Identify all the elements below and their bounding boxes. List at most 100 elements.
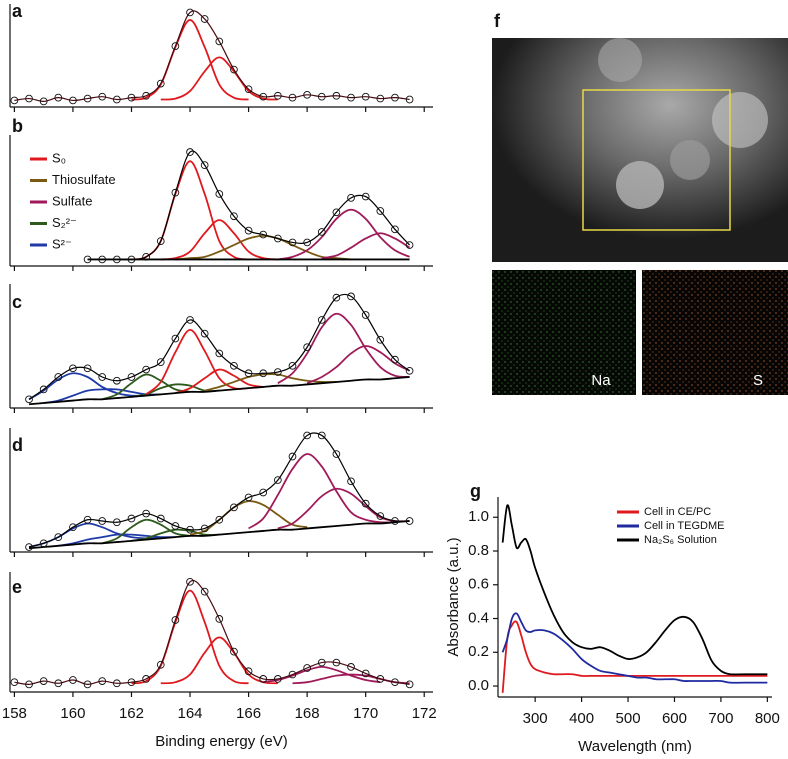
data-point	[156, 514, 165, 523]
data-point	[98, 677, 107, 685]
data-point	[332, 293, 341, 302]
data-point	[317, 431, 326, 440]
y-tick-label: 0.6	[468, 576, 489, 593]
data-point	[156, 79, 165, 88]
series-line	[277, 312, 410, 384]
data-point	[391, 678, 399, 687]
data-point	[39, 97, 48, 106]
data-point	[259, 230, 268, 239]
data-point	[259, 369, 268, 378]
legend-label: Thiosulfate	[52, 172, 116, 187]
legend-label: Na₂S₆ Solution	[644, 534, 717, 546]
series-line	[175, 368, 264, 394]
data-point	[98, 92, 107, 101]
data-point	[112, 518, 121, 527]
series-line	[131, 160, 249, 261]
data-point	[376, 94, 385, 103]
data-point	[215, 515, 224, 524]
data-point	[10, 96, 19, 105]
data-point	[317, 228, 326, 236]
legend-label: S₀	[52, 150, 66, 165]
data-point	[171, 522, 180, 530]
x-tick-label: 172	[412, 705, 437, 722]
data-point	[171, 188, 180, 197]
panel-label: a	[12, 1, 23, 21]
data-point	[361, 192, 370, 201]
particle	[598, 38, 642, 82]
data-point	[186, 577, 194, 586]
data-point	[142, 252, 150, 261]
data-point	[259, 675, 268, 683]
data-point	[303, 343, 311, 352]
data-point	[361, 311, 370, 319]
data-point	[361, 669, 370, 678]
series-line	[160, 636, 278, 685]
data-point	[317, 92, 326, 101]
x-tick-label: 500	[616, 710, 641, 727]
map-label: S	[753, 372, 763, 389]
data-point	[317, 658, 326, 667]
data-point	[288, 670, 297, 679]
data-point	[215, 190, 224, 198]
map-label: Na	[591, 372, 611, 389]
data-point	[405, 366, 414, 375]
x-tick-label: 166	[236, 705, 261, 722]
data-point	[332, 91, 341, 100]
image-panel: f Na S	[492, 11, 788, 395]
x-tick-label: 168	[295, 705, 320, 722]
data-point	[303, 90, 311, 99]
series-line	[58, 533, 176, 547]
data-point	[303, 431, 311, 440]
data-point	[288, 93, 297, 102]
series-line	[145, 328, 249, 396]
data-point	[54, 93, 63, 102]
data-point	[274, 476, 282, 484]
data-point	[230, 647, 238, 656]
series-line	[28, 293, 410, 400]
data-point	[332, 208, 341, 217]
series-line	[28, 432, 410, 548]
data-point	[25, 680, 33, 689]
data-point	[317, 316, 326, 324]
series-line	[263, 666, 381, 684]
data-point	[156, 358, 165, 366]
data-point	[376, 335, 385, 344]
series-line	[101, 518, 191, 545]
series-line	[43, 388, 161, 404]
data-point	[83, 680, 92, 689]
x-tick-label: 400	[569, 710, 594, 727]
data-point	[274, 675, 282, 683]
x-tick-label: 164	[178, 705, 203, 722]
data-point	[83, 255, 92, 264]
data-point	[361, 499, 370, 508]
panel-label: b	[12, 116, 23, 136]
y-tick-label: 1.0	[468, 508, 489, 525]
series-line	[204, 373, 337, 392]
particle	[670, 140, 710, 180]
data-point	[391, 93, 399, 102]
data-point	[200, 161, 209, 169]
legend-label: Cell in TEGDME	[644, 520, 724, 532]
particle	[712, 92, 768, 148]
data-point	[230, 212, 238, 221]
data-point	[10, 678, 19, 687]
x-axis-label: Binding energy (eV)	[155, 733, 288, 750]
data-point	[39, 539, 48, 548]
x-axis-label: Wavelength (nm)	[578, 738, 692, 755]
data-point	[186, 148, 194, 156]
data-point	[274, 368, 282, 376]
data-point	[274, 91, 282, 100]
data-point	[259, 92, 268, 101]
x-tick-label: 160	[60, 705, 85, 722]
particle	[616, 161, 664, 209]
data-point	[376, 675, 385, 683]
x-tick-label: 158	[2, 705, 27, 722]
data-point	[142, 509, 150, 518]
series-line	[131, 19, 249, 101]
data-point	[244, 667, 253, 676]
data-point	[127, 373, 136, 381]
data-point	[391, 355, 399, 364]
series-line	[131, 589, 249, 685]
x-tick-label: 800	[755, 710, 780, 727]
